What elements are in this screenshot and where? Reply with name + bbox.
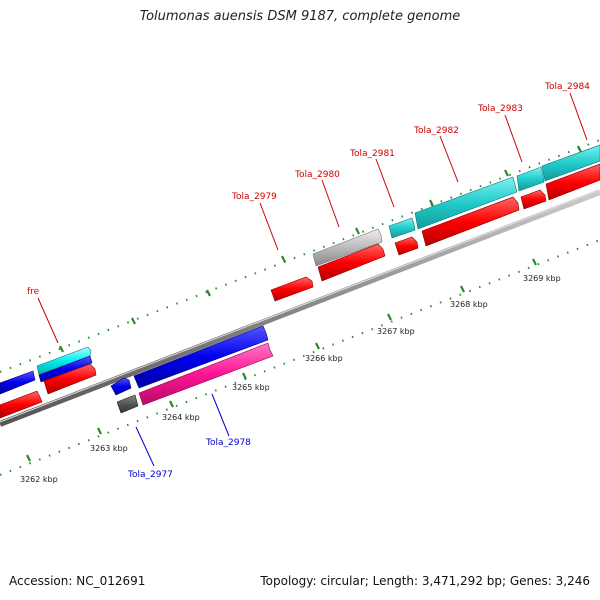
gene-tola2977[interactable] — [116, 394, 139, 414]
lower-major-ticks — [26, 258, 537, 462]
label-tola2980: Tola_2980 — [294, 170, 340, 180]
map-title: Tolumonas auensis DSM 9187, complete gen… — [139, 9, 461, 24]
gene-tola2978-blue[interactable] — [133, 325, 269, 389]
gene-tola2984[interactable] — [545, 163, 600, 201]
label-tola2978: Tola_2978 — [205, 438, 251, 448]
scale-label-3265: 3265 kbp — [232, 383, 270, 392]
scale-label-3268: 3268 kbp — [450, 300, 488, 309]
gene-tola2978[interactable] — [138, 342, 274, 406]
upper-dotted-track — [0, 139, 600, 373]
gene-tola2982-cyan[interactable] — [414, 176, 518, 230]
gene-tola2980-gray[interactable] — [312, 228, 383, 267]
gene-tola2984-cyan[interactable] — [541, 144, 600, 182]
scale-label-3262: 3262 kbp — [20, 475, 58, 484]
label-tola2977: Tola_2977 — [127, 470, 173, 480]
scale-label-3269: 3269 kbp — [523, 274, 561, 283]
gene-tola2977-blue[interactable] — [110, 377, 132, 396]
gene-fre[interactable] — [43, 363, 97, 395]
scale-label-3266: 3266 kbp — [305, 354, 343, 363]
scale-label-3267: 3267 kbp — [377, 327, 415, 336]
genome-summary-text: Topology: circular; Length: 3,471,292 bp… — [260, 574, 590, 588]
label-tola2981: Tola_2981 — [349, 149, 395, 159]
lower-dotted-track — [0, 239, 600, 476]
label-tola2984: Tola_2984 — [544, 82, 590, 92]
gene-fre-upper-aqua[interactable] — [36, 346, 92, 376]
gene-tola2983[interactable] — [520, 189, 547, 210]
gene-tola2982[interactable] — [421, 196, 520, 247]
accession-text: Accession: NC_012691 — [9, 574, 146, 588]
gene-tola2981-cyan[interactable] — [388, 217, 416, 239]
scale-label-3263: 3263 kbp — [90, 444, 128, 453]
genome-backbone — [0, 189, 600, 427]
gene-tola2981[interactable] — [394, 236, 419, 256]
label-tola2983: Tola_2983 — [477, 104, 523, 114]
label-leaders — [37, 92, 588, 467]
scale-label-3264: 3264 kbp — [162, 413, 200, 422]
label-tola2982: Tola_2982 — [413, 126, 459, 136]
gene-tola2983-cyan[interactable] — [516, 166, 545, 192]
label-tola2979: Tola_2979 — [231, 192, 277, 202]
gene-left-red-1[interactable] — [0, 390, 43, 419]
gene-tola2980[interactable] — [317, 243, 386, 282]
gene-tola2979[interactable] — [270, 276, 314, 302]
gene-fre-blue[interactable] — [38, 355, 93, 383]
gene-left-blue-1[interactable] — [0, 370, 36, 395]
upper-major-ticks — [59, 145, 582, 353]
label-fre: fre — [27, 287, 40, 297]
